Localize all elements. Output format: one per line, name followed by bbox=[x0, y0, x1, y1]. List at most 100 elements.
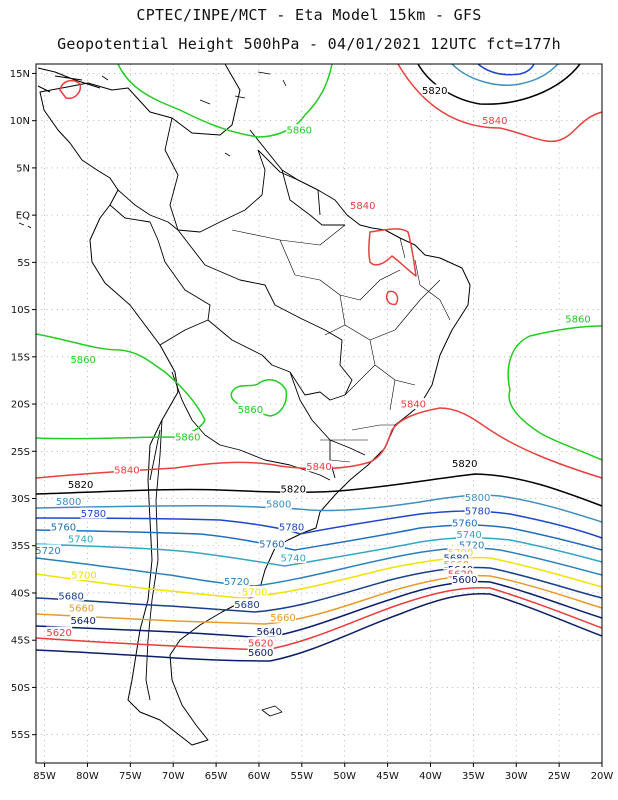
contour-label-text: 5760 bbox=[452, 519, 477, 530]
contour-label-text: 5600 bbox=[452, 575, 477, 586]
contour-label-5860: 5860 bbox=[70, 353, 97, 366]
falkland-islands bbox=[261, 705, 283, 717]
contour-label-background bbox=[71, 569, 98, 581]
lon-tick-label: 35W bbox=[462, 771, 485, 782]
contour-label-5660: 5660 bbox=[269, 611, 296, 624]
contour-label-5840: 5840 bbox=[481, 114, 508, 127]
contour-label-background bbox=[451, 573, 478, 585]
contour-label-text: 5840 bbox=[401, 400, 426, 411]
contour-label-5600: 5600 bbox=[247, 646, 274, 659]
lat-tick-label: 55S bbox=[11, 730, 30, 741]
contour-label-text: 5740 bbox=[456, 530, 481, 541]
contour-label-text: 5600 bbox=[248, 648, 273, 659]
contour-label-5740: 5740 bbox=[67, 533, 94, 546]
lon-tick-label: 40W bbox=[419, 771, 442, 782]
contour-label-5800: 5800 bbox=[265, 498, 292, 511]
contour-label-5860: 5860 bbox=[237, 403, 264, 416]
contour-label-text: 5760 bbox=[51, 522, 76, 533]
lon-tick-label: 80W bbox=[76, 771, 99, 782]
contour-5780 bbox=[35, 510, 603, 539]
contour-label-background bbox=[46, 626, 73, 638]
contour-label-text: 5820 bbox=[452, 459, 477, 470]
contour-5760 bbox=[35, 524, 603, 551]
contour-label-5860: 5860 bbox=[564, 313, 591, 326]
contour-label-background bbox=[67, 478, 94, 490]
contour-label-text: 5780 bbox=[81, 509, 106, 520]
contour-5660 bbox=[35, 574, 603, 625]
contour-label-text: 5680 bbox=[58, 591, 83, 602]
height-contours bbox=[35, 63, 603, 662]
contour-label-background bbox=[256, 625, 283, 637]
contour-label-text: 5820 bbox=[281, 485, 306, 496]
contour-label-background bbox=[265, 498, 292, 510]
contour-5600 bbox=[35, 592, 603, 662]
contour-5640 bbox=[35, 580, 603, 639]
contour-label-5860: 5860 bbox=[286, 124, 313, 137]
contour-label-background bbox=[67, 533, 94, 545]
lon-tick-label: 20W bbox=[591, 771, 614, 782]
lon-tick-label: 55W bbox=[291, 771, 314, 782]
contour-label-background bbox=[280, 552, 307, 564]
lat-tick-label: 10S bbox=[11, 305, 30, 316]
contour-label-background bbox=[456, 528, 483, 540]
lat-tick-label: 5S bbox=[17, 258, 30, 269]
contour-5800 bbox=[35, 494, 603, 523]
lat-tick-label: 10N bbox=[10, 116, 30, 127]
lon-tick-label: 60W bbox=[248, 771, 271, 782]
contour-label-5780: 5780 bbox=[278, 520, 305, 533]
contour-labels: 5820 5840 5860 5840 5860 5860 5860 5860 5840 5840… bbox=[35, 84, 591, 659]
contour-label-background bbox=[269, 611, 296, 623]
contour-label-text: 5660 bbox=[270, 613, 295, 624]
contour-label-text: 5760 bbox=[259, 539, 284, 550]
contour-5840-subtropical bbox=[35, 407, 603, 479]
contour-label-text: 5840 bbox=[482, 116, 507, 127]
contour-5780-north bbox=[477, 63, 535, 76]
central-america-coastline bbox=[37, 67, 101, 93]
contour-label-5840: 5840 bbox=[306, 460, 332, 473]
contour-label-text: 5660 bbox=[69, 604, 94, 615]
contour-label-text: 5720 bbox=[459, 540, 484, 551]
contour-label-background bbox=[223, 575, 250, 587]
contour-label-background bbox=[447, 568, 474, 580]
lon-tick-label: 45W bbox=[376, 771, 399, 782]
coastlines-and-borders bbox=[18, 63, 471, 746]
lon-tick-label: 75W bbox=[119, 771, 142, 782]
contour-5820-north bbox=[417, 63, 581, 105]
contour-label-text: 5860 bbox=[70, 355, 95, 366]
contour-label-background bbox=[70, 353, 97, 365]
contour-label-5720: 5720 bbox=[35, 544, 62, 557]
lat-tick-label: 5N bbox=[16, 163, 30, 174]
contour-label-background bbox=[280, 483, 307, 495]
map-title-line-2: Geopotential Height 500hPa - 04/01/2021 … bbox=[57, 35, 561, 53]
contour-label-5640: 5640 bbox=[256, 625, 283, 638]
contour-label-text: 5860 bbox=[238, 405, 263, 416]
contour-label-text: 5740 bbox=[281, 554, 306, 565]
contour-label-background bbox=[421, 84, 448, 96]
lon-tick-label: 25W bbox=[548, 771, 571, 782]
contour-label-background bbox=[113, 464, 140, 476]
contour-label-5780: 5780 bbox=[80, 507, 107, 520]
contour-5840-northwest-ring bbox=[59, 79, 82, 100]
contour-5860-north bbox=[117, 63, 333, 138]
caribbean-islands bbox=[101, 71, 287, 157]
lat-tick-label: 30S bbox=[11, 494, 30, 505]
contour-label-text: 5620 bbox=[46, 628, 71, 639]
contour-label-5760: 5760 bbox=[50, 520, 77, 533]
contour-label-background bbox=[50, 520, 77, 532]
contour-label-text: 5840 bbox=[306, 462, 331, 473]
contour-label-text: 5860 bbox=[565, 315, 590, 326]
contour-label-background bbox=[278, 520, 305, 532]
contour-label-background bbox=[233, 598, 260, 610]
lat-tick-label: 50S bbox=[11, 683, 30, 694]
contour-label-text: 5840 bbox=[114, 466, 139, 477]
contour-label-text: 5640 bbox=[70, 616, 95, 627]
lat-tick-label: 35S bbox=[11, 541, 30, 552]
contour-label-5620: 5620 bbox=[247, 637, 274, 650]
contour-label-text: 5800 bbox=[56, 497, 81, 508]
contour-label-background bbox=[443, 552, 470, 564]
contour-5860-east bbox=[507, 325, 603, 461]
contour-label-text: 5680 bbox=[234, 600, 259, 611]
contour-label-background bbox=[237, 403, 264, 415]
contour-5840-north bbox=[397, 63, 603, 143]
contour-label-background bbox=[451, 517, 478, 529]
